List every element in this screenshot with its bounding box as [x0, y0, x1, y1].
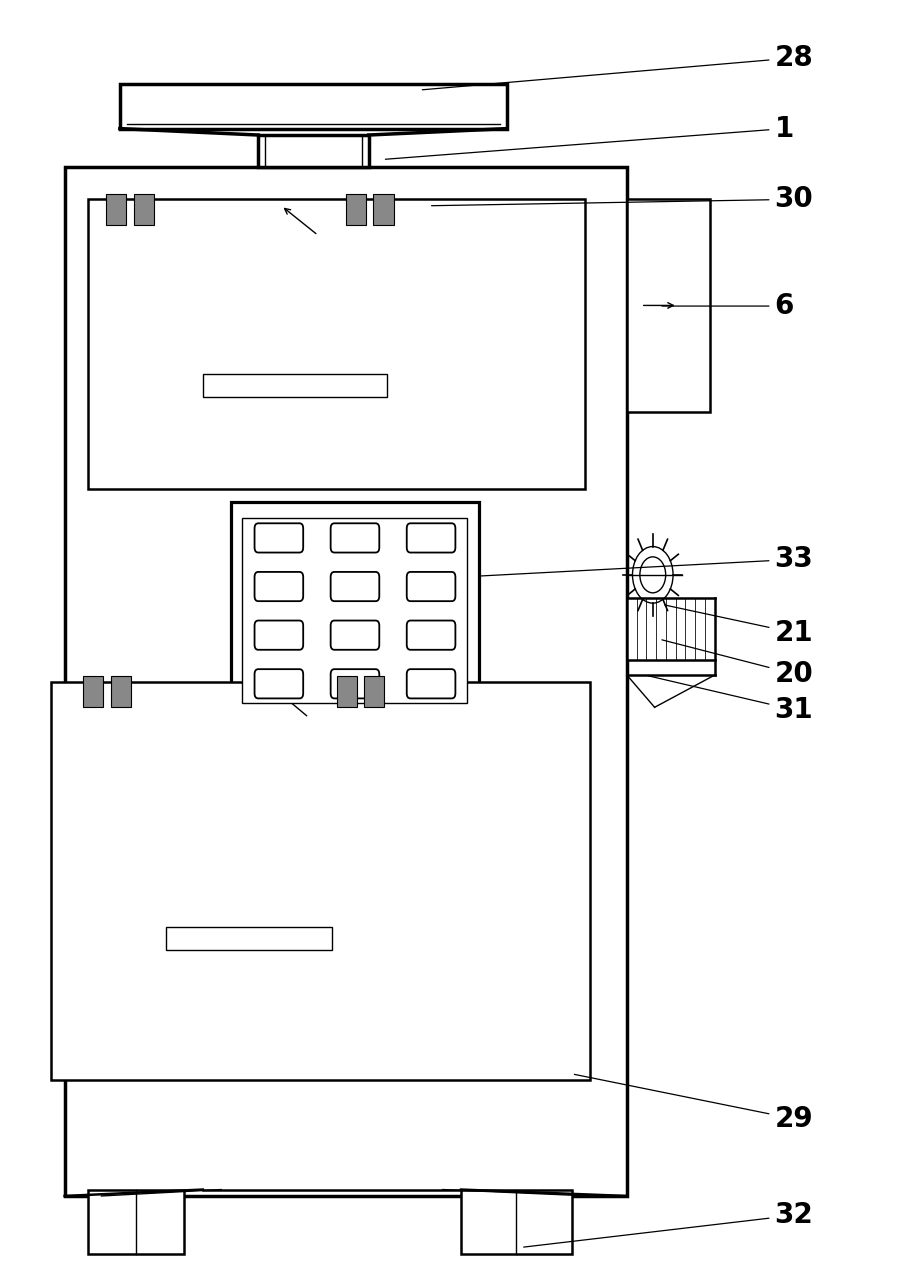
- FancyBboxPatch shape: [407, 669, 455, 698]
- FancyBboxPatch shape: [331, 523, 379, 553]
- Bar: [242, 518, 467, 703]
- Bar: [346, 194, 366, 225]
- Text: 29: 29: [574, 1074, 813, 1133]
- Bar: [166, 927, 332, 950]
- Bar: [83, 676, 103, 707]
- FancyBboxPatch shape: [254, 669, 303, 698]
- Bar: [106, 194, 126, 225]
- FancyBboxPatch shape: [407, 621, 455, 649]
- Text: 30: 30: [431, 185, 813, 213]
- Bar: [656, 598, 666, 660]
- Bar: [51, 682, 590, 1080]
- Bar: [685, 598, 695, 660]
- Text: 33: 33: [480, 545, 813, 576]
- Bar: [134, 194, 154, 225]
- FancyBboxPatch shape: [254, 523, 303, 553]
- FancyBboxPatch shape: [407, 572, 455, 601]
- Bar: [704, 598, 715, 660]
- Text: 20: 20: [662, 640, 813, 688]
- Bar: [88, 1190, 184, 1254]
- Text: 32: 32: [524, 1201, 813, 1247]
- Text: 21: 21: [665, 604, 813, 647]
- Bar: [88, 199, 585, 489]
- Bar: [676, 598, 685, 660]
- Text: 31: 31: [648, 675, 813, 724]
- FancyBboxPatch shape: [254, 621, 303, 649]
- Bar: [120, 84, 507, 129]
- FancyBboxPatch shape: [254, 572, 303, 601]
- Bar: [461, 1190, 572, 1254]
- Text: 1: 1: [385, 114, 794, 159]
- Bar: [666, 598, 676, 660]
- Bar: [230, 502, 479, 720]
- Bar: [337, 676, 357, 707]
- FancyBboxPatch shape: [331, 572, 379, 601]
- Bar: [203, 374, 387, 397]
- Bar: [364, 676, 384, 707]
- Bar: [65, 167, 627, 1196]
- Text: 6: 6: [662, 292, 794, 320]
- Bar: [637, 598, 646, 660]
- Bar: [695, 598, 704, 660]
- FancyBboxPatch shape: [331, 621, 379, 649]
- Text: 28: 28: [422, 44, 813, 90]
- FancyBboxPatch shape: [407, 523, 455, 553]
- Bar: [258, 135, 369, 167]
- Bar: [373, 194, 394, 225]
- Bar: [111, 676, 131, 707]
- Bar: [646, 598, 656, 660]
- Bar: [627, 199, 710, 412]
- Bar: [627, 598, 637, 660]
- FancyBboxPatch shape: [331, 669, 379, 698]
